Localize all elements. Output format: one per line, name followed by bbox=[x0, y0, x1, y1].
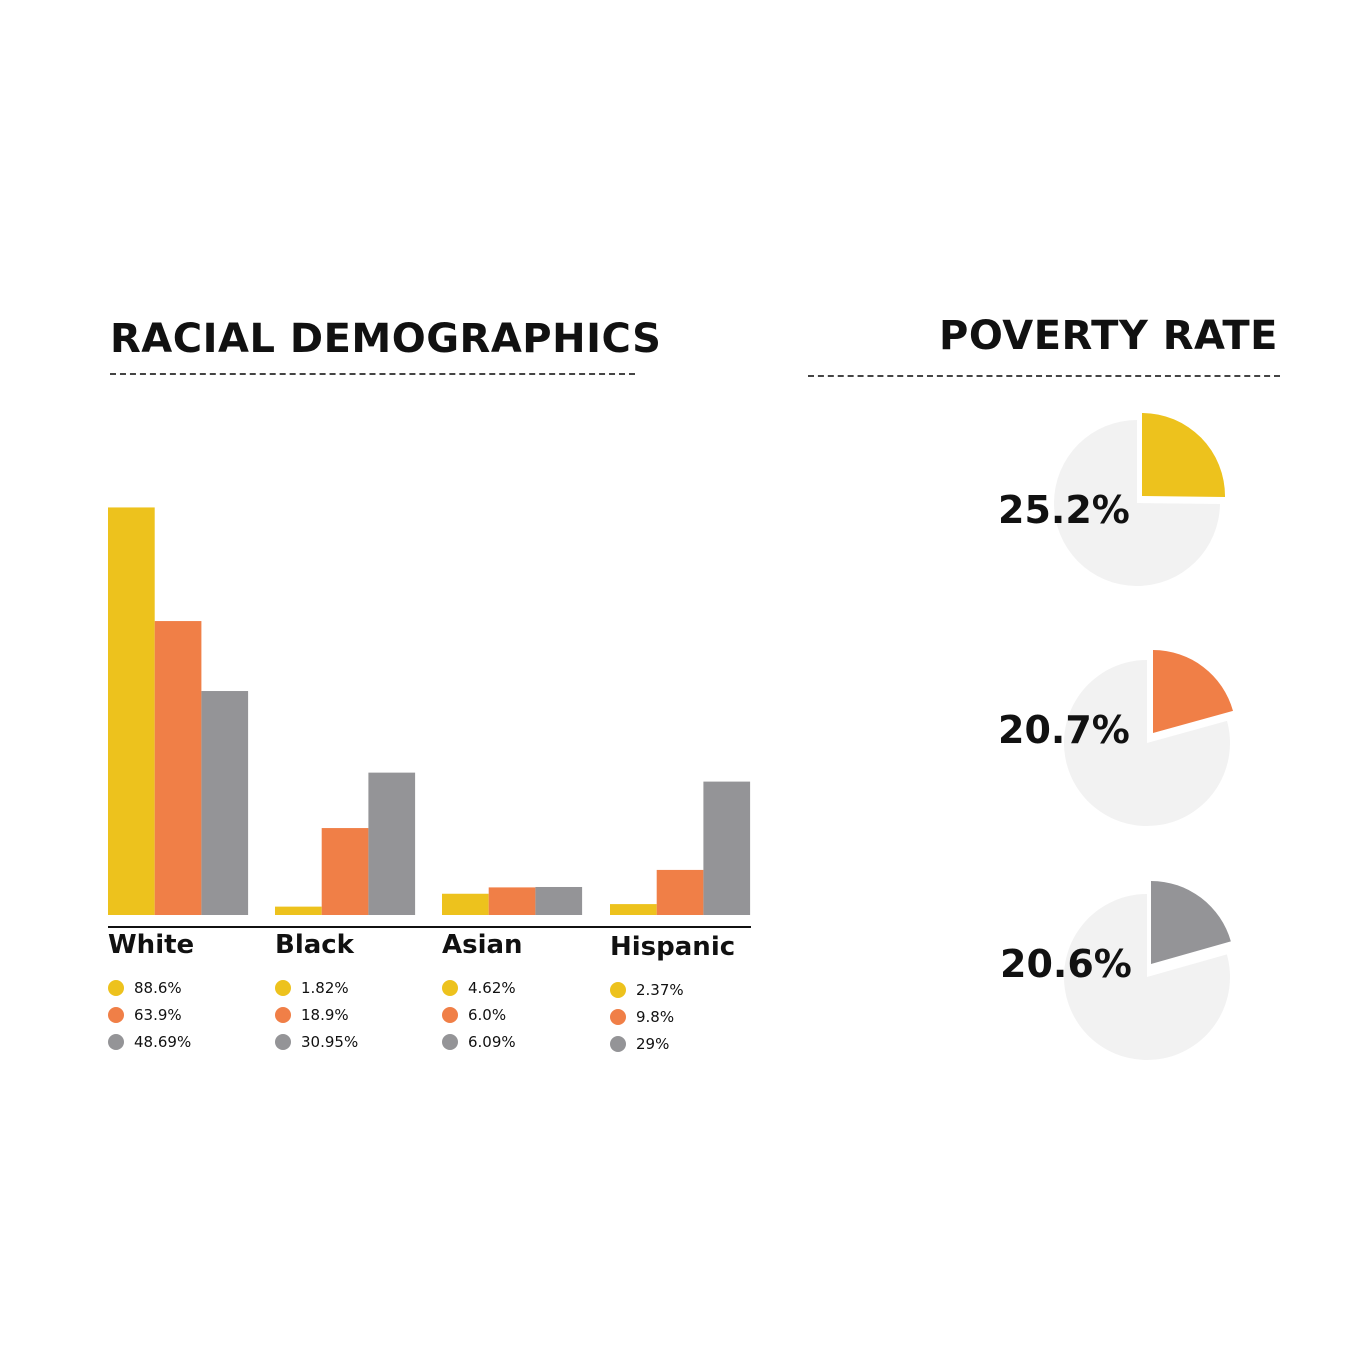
data-label: 30.95% bbox=[301, 1032, 359, 1051]
legend-group-hispanic: Hispanic 2.37% 9.8% 29% bbox=[610, 932, 790, 1057]
bar-black-1 bbox=[275, 906, 322, 915]
legend-row: 88.6% bbox=[108, 974, 288, 1001]
data-label: 6.0% bbox=[468, 1005, 507, 1024]
legend-dot-icon bbox=[610, 1035, 626, 1052]
legend-row: 1.82% bbox=[275, 974, 455, 1001]
pie-remainder-1 bbox=[1053, 420, 1220, 587]
data-label: 9.8% bbox=[636, 1007, 675, 1026]
category-label-asian: Asian bbox=[442, 930, 523, 960]
poverty-rate-label-3: 20.6% bbox=[1000, 942, 1132, 986]
bar-hispanic-2 bbox=[656, 869, 704, 915]
bar-white-2 bbox=[154, 621, 202, 915]
pie-slice-1 bbox=[1142, 413, 1225, 498]
data-label: 18.9% bbox=[301, 1005, 349, 1024]
racial-demographics-title: RACIAL DEMOGRAPHICS bbox=[110, 316, 662, 362]
legend-dot-icon bbox=[275, 1033, 291, 1050]
category-label-hispanic: Hispanic bbox=[610, 932, 736, 962]
data-label: 6.09% bbox=[468, 1032, 516, 1051]
legend-group-white: White 88.6% 63.9% 48.69% bbox=[108, 930, 288, 1055]
poverty-rate-title: POVERTY RATE bbox=[939, 313, 1278, 359]
poverty-title-divider bbox=[808, 375, 1280, 377]
legend-row: 9.8% bbox=[610, 1003, 790, 1030]
legend-dot-icon bbox=[108, 1006, 124, 1023]
legend-dot-icon bbox=[610, 981, 626, 998]
bar-asian-3 bbox=[535, 886, 583, 915]
bar-white-1 bbox=[108, 507, 155, 915]
legend-row: 6.09% bbox=[442, 1028, 622, 1055]
legend-row: 4.62% bbox=[442, 974, 622, 1001]
poverty-rate-label-2: 20.7% bbox=[998, 708, 1130, 752]
legend-row: 30.95% bbox=[275, 1028, 455, 1055]
legend-row: 2.37% bbox=[610, 976, 790, 1003]
legend-dot-icon bbox=[442, 979, 458, 996]
bar-black-2 bbox=[321, 828, 369, 915]
pie-remainder-2 bbox=[1063, 660, 1230, 826]
data-label: 4.62% bbox=[468, 978, 516, 997]
poverty-rate-label-1: 25.2% bbox=[998, 488, 1130, 532]
legend-row: 48.69% bbox=[108, 1028, 288, 1055]
pie-remainder-3 bbox=[1063, 894, 1230, 1060]
legend-row: 18.9% bbox=[275, 1001, 455, 1028]
bar-black-3 bbox=[368, 772, 416, 915]
legend-dot-icon bbox=[442, 1006, 458, 1023]
legend-dot-icon bbox=[108, 979, 124, 996]
bar-asian-2 bbox=[488, 887, 536, 915]
bar-white-3 bbox=[201, 691, 249, 915]
racial-title-divider bbox=[110, 373, 635, 375]
legend-row: 63.9% bbox=[108, 1001, 288, 1028]
bar-hispanic-3 bbox=[703, 781, 751, 915]
data-label: 2.37% bbox=[636, 980, 684, 999]
legend-row: 29% bbox=[610, 1030, 790, 1057]
category-label-black: Black bbox=[275, 930, 354, 960]
bar-hispanic-1 bbox=[610, 904, 657, 915]
legend-dot-icon bbox=[442, 1033, 458, 1050]
data-label: 48.69% bbox=[134, 1032, 192, 1051]
data-label: 63.9% bbox=[134, 1005, 182, 1024]
data-label: 1.82% bbox=[301, 978, 349, 997]
legend-dot-icon bbox=[275, 979, 291, 996]
pie-slice-3 bbox=[1151, 881, 1231, 964]
category-label-white: White bbox=[108, 930, 195, 960]
pie-slice-2 bbox=[1153, 650, 1233, 733]
data-label: 88.6% bbox=[134, 978, 182, 997]
bar-asian-1 bbox=[442, 893, 489, 915]
legend-group-black: Black 1.82% 18.9% 30.95% bbox=[275, 930, 455, 1055]
legend-dot-icon bbox=[108, 1033, 124, 1050]
data-label: 29% bbox=[636, 1034, 670, 1053]
legend-dot-icon bbox=[610, 1008, 626, 1025]
legend-dot-icon bbox=[275, 1006, 291, 1023]
legend-row: 6.0% bbox=[442, 1001, 622, 1028]
legend-group-asian: Asian 4.62% 6.0% 6.09% bbox=[442, 930, 622, 1055]
